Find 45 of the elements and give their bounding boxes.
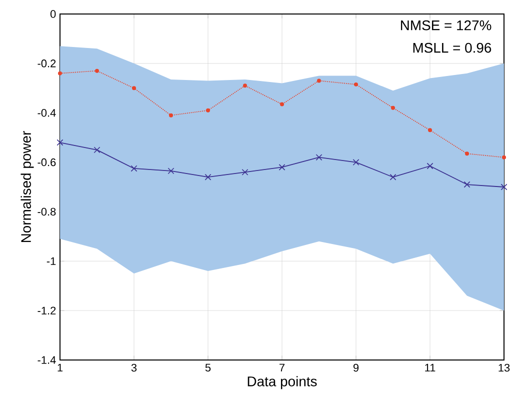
x-tick-label: 1 [58,364,63,372]
point [243,84,247,88]
point [317,78,321,83]
y-tick-label: 0 [50,10,56,18]
x-tick-label: 7 [280,364,285,372]
y-axis-title: Normalised power [20,131,34,242]
point [464,181,470,188]
point [278,164,286,170]
y-tick-label: -0.2 [38,60,56,68]
point [169,113,173,118]
y-tick-label: -0.6 [38,158,56,166]
y-tick-label: -1.4 [38,356,56,364]
point [242,168,248,176]
annotation: NMSE = 127% [400,20,492,30]
y-tick-label: -0.4 [38,108,56,117]
point [58,71,62,76]
x-tick-label: 11 [425,364,436,372]
point [132,86,136,90]
point [354,82,358,86]
x-tick-label: 5 [205,364,211,372]
y-tick-label: -1 [46,257,56,265]
point [94,146,100,154]
point [204,174,212,180]
x-tick-label: 3 [131,364,137,372]
x-tick-label: 9 [353,364,359,372]
point [130,165,138,172]
x-tick-label: 13 [498,364,510,372]
point [352,159,360,166]
point [428,128,432,132]
point [390,174,396,180]
point [168,168,174,174]
point [280,102,284,106]
point [391,106,395,110]
point [316,154,322,161]
annotation: MSLL = 0.96 [413,42,492,53]
point [206,108,210,112]
point [465,152,469,156]
point [502,155,506,160]
point [95,68,99,73]
point [56,139,64,146]
point [500,184,508,190]
y-tick-label: -1.2 [38,306,56,314]
x-axis-title: Data points [248,376,317,390]
point [426,162,434,170]
y-tick-label: -0.8 [38,208,56,216]
